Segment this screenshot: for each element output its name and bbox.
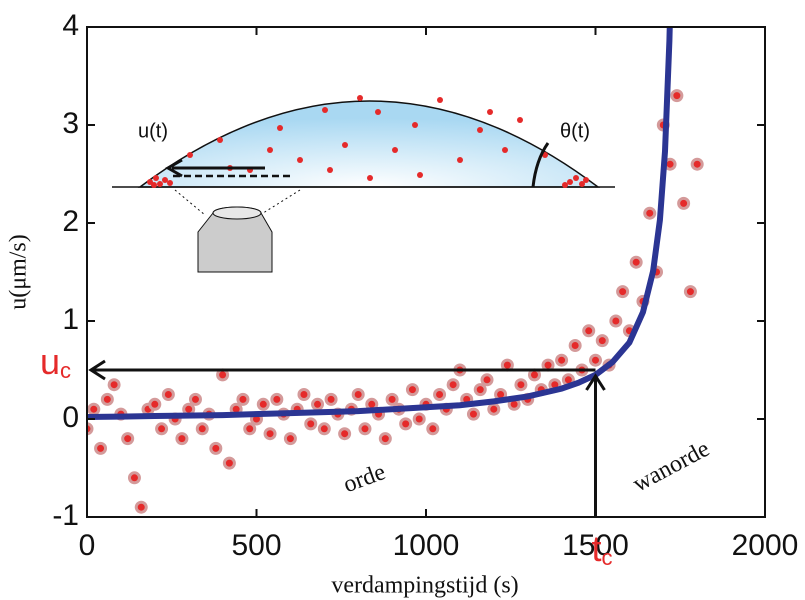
point [399,417,413,431]
uc-label: uc [40,341,71,383]
x-tick-label: 1000 [393,529,460,562]
point [263,427,277,441]
point [127,471,141,485]
point [643,206,657,220]
point [175,432,189,446]
point [121,432,135,446]
point [311,397,325,411]
x-tick-label: 1500 [562,529,629,562]
point [589,353,602,367]
point [107,378,121,392]
fit-line [87,27,673,421]
point [466,407,480,421]
x-tick-label: 0 [79,529,96,562]
point [351,388,365,401]
point [283,432,297,446]
tc-label: tc [592,528,613,570]
region-label: orde [340,459,389,498]
point [338,427,352,441]
point [209,441,223,455]
point [568,339,582,352]
y-axis-label: u(μm/s) [6,234,32,310]
point [358,422,372,436]
point [94,441,108,455]
point [609,314,623,328]
point [480,373,494,387]
point [677,196,691,210]
region-label: wanorde [629,436,714,498]
point [324,392,338,406]
inset-label: u(t) [138,120,168,142]
point [243,422,257,436]
y-tick-label: 2 [62,205,79,238]
point [487,402,501,416]
point [582,324,596,338]
y-tick-label: 4 [62,9,79,42]
point [670,89,684,103]
point [317,422,331,436]
point [304,417,318,431]
x-tick-label: 500 [231,529,281,562]
point [161,388,175,401]
point [378,432,392,446]
point [148,397,162,411]
point [195,422,209,436]
point [405,383,419,397]
uc-label-text: u [40,341,60,382]
inset: u(t) θ(t) [112,95,615,273]
point [690,157,704,171]
point [155,422,169,436]
point [297,388,311,401]
x-tick-label: 2000 [732,529,799,562]
point [473,383,487,397]
y-tick-label: 3 [62,107,79,140]
point [87,422,94,436]
uc-label-subscript: c [60,358,71,383]
point [629,255,643,269]
x-axis-label: verdampingstijd (s) [331,573,518,599]
point [595,334,609,348]
tc-label-subscript: c [602,545,613,570]
point [222,456,236,470]
point [683,285,697,299]
tc-label-text: t [592,528,602,569]
y-tick-label: 1 [62,303,79,336]
point [433,388,447,401]
point [446,378,460,392]
point [412,412,426,426]
y-tick-label: -1 [52,499,79,532]
plot-frame [86,26,766,518]
point [134,500,148,514]
point [426,422,440,436]
point [385,392,399,406]
point [256,397,270,411]
point [188,392,202,406]
point [514,378,528,392]
point [100,392,114,406]
tc-arrowhead [585,373,606,391]
uc-arrowhead [88,359,106,381]
point [87,402,101,416]
point [270,392,284,406]
point [555,353,569,367]
inset-label: θ(t) [560,120,590,142]
point [236,392,250,406]
point [616,285,630,299]
y-tick-label: 0 [62,401,79,434]
